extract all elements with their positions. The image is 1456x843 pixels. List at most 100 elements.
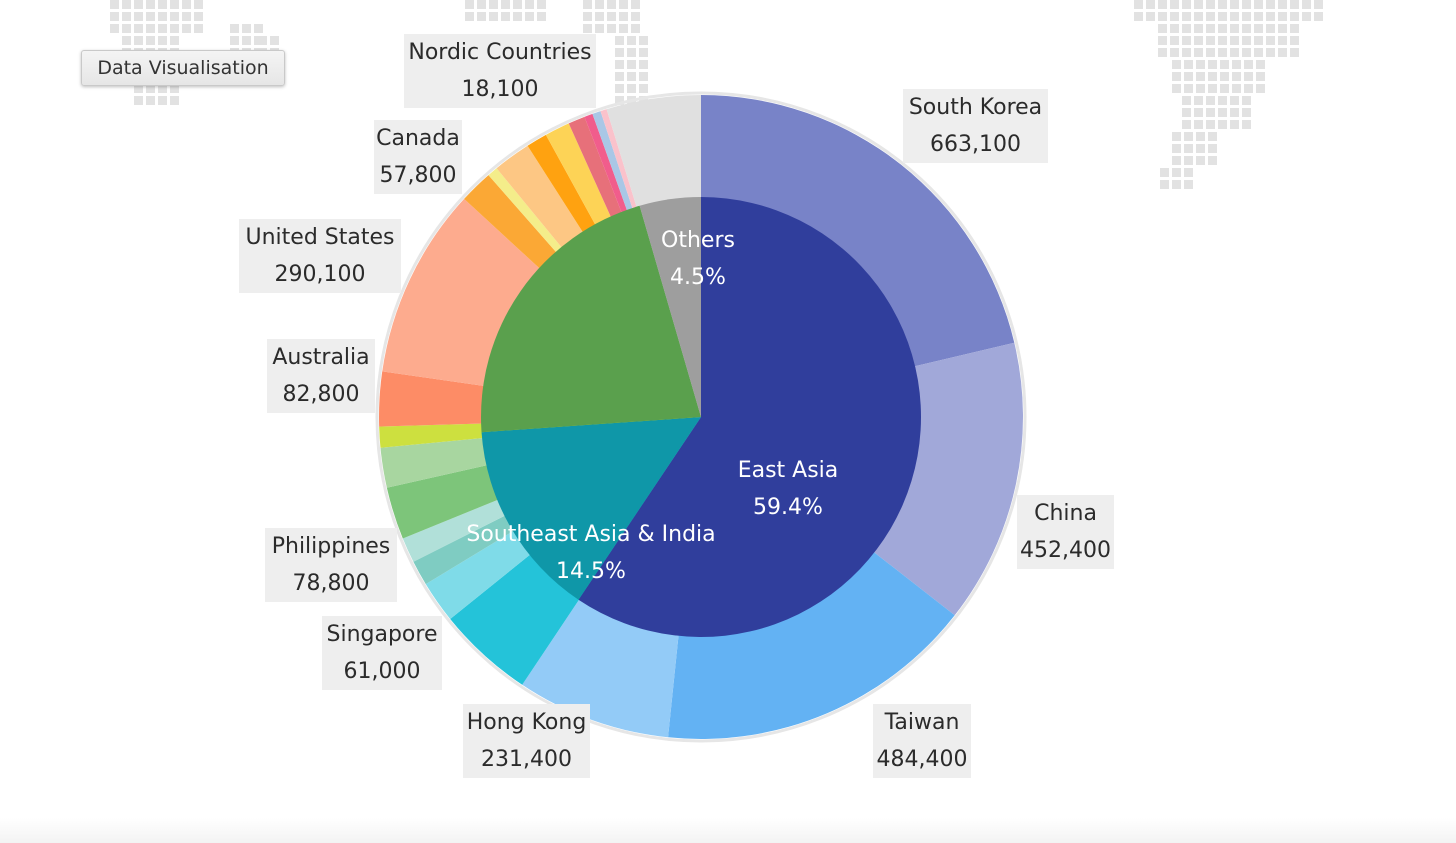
map-dot — [1302, 12, 1311, 21]
map-dot — [1158, 24, 1167, 33]
map-dot — [1254, 0, 1263, 9]
map-dot — [1194, 12, 1203, 21]
map-dot — [146, 12, 155, 21]
map-dot — [1266, 12, 1275, 21]
map-dot — [1290, 24, 1299, 33]
map-dot — [1194, 120, 1203, 129]
map-dot — [489, 12, 498, 21]
map-dot — [1184, 132, 1193, 141]
map-dot — [182, 24, 191, 33]
map-dot — [1254, 48, 1263, 57]
map-dot — [615, 36, 624, 45]
map-dot — [1218, 12, 1227, 21]
label-australia-name: Australia — [272, 345, 370, 370]
map-dot — [194, 24, 203, 33]
label-philippines-name: Philippines — [271, 534, 391, 559]
map-dot — [1230, 96, 1239, 105]
map-dot — [465, 0, 474, 9]
label-australia: Australia 82,800 — [267, 339, 375, 413]
map-dot — [242, 36, 251, 45]
map-dot — [1278, 24, 1287, 33]
label-australia-value: 82,800 — [282, 382, 360, 407]
map-dot — [513, 12, 522, 21]
label-southeast-asia-india: Southeast Asia & India 14.5% — [460, 516, 722, 590]
map-dot — [110, 24, 119, 33]
map-dot — [1290, 36, 1299, 45]
map-dot — [1194, 108, 1203, 117]
map-dot — [1218, 120, 1227, 129]
map-dot — [1230, 108, 1239, 117]
map-dot — [1184, 180, 1193, 189]
map-dot — [1158, 36, 1167, 45]
map-dot — [1172, 60, 1181, 69]
map-dot — [1196, 84, 1205, 93]
map-dot — [1256, 84, 1265, 93]
map-dot — [1170, 0, 1179, 9]
map-dot — [230, 24, 239, 33]
map-dot — [110, 12, 119, 21]
map-dot — [1184, 156, 1193, 165]
inner-slice-southeast-asia-india[interactable] — [481, 417, 701, 600]
map-dot — [1172, 180, 1181, 189]
map-dot — [1184, 84, 1193, 93]
map-dot — [1206, 12, 1215, 21]
map-dot — [1172, 84, 1181, 93]
label-hong-kong-value: 231,400 — [481, 747, 572, 772]
inner-slice-others[interactable] — [639, 197, 701, 417]
map-dot — [615, 48, 624, 57]
map-dot — [1208, 72, 1217, 81]
map-dot — [1206, 108, 1215, 117]
map-dot — [465, 12, 474, 21]
map-dot — [1220, 84, 1229, 93]
map-dot — [1290, 12, 1299, 21]
map-dot — [489, 0, 498, 9]
label-east-asia-name: East Asia — [737, 458, 839, 483]
map-dot — [513, 0, 522, 9]
map-dot — [1220, 72, 1229, 81]
map-dot — [1206, 96, 1215, 105]
map-dot — [1266, 0, 1275, 9]
map-dot — [1172, 156, 1181, 165]
map-dot — [627, 36, 636, 45]
map-dot — [1218, 0, 1227, 9]
inner-ring — [481, 197, 922, 638]
map-dot — [1266, 48, 1275, 57]
map-dot — [1230, 48, 1239, 57]
bottom-strip — [0, 818, 1456, 843]
map-dot — [607, 12, 616, 21]
map-dot — [615, 60, 624, 69]
map-dot — [146, 96, 155, 105]
map-dot — [1230, 0, 1239, 9]
label-canada: Canada 57,800 — [374, 120, 462, 194]
map-dot — [1170, 12, 1179, 21]
label-canada-value: 57,800 — [379, 163, 457, 188]
map-dot — [270, 36, 279, 45]
data-visualisation-button[interactable]: Data Visualisation — [81, 50, 285, 86]
label-china: China 452,400 — [1017, 495, 1114, 569]
label-philippines-value: 78,800 — [292, 571, 370, 596]
map-dot — [182, 0, 191, 9]
label-philippines: Philippines 78,800 — [265, 528, 397, 602]
map-dot — [110, 0, 119, 9]
map-dot — [1206, 36, 1215, 45]
map-dot — [1158, 0, 1167, 9]
map-dot — [627, 48, 636, 57]
map-dot — [639, 48, 648, 57]
label-canada-name: Canada — [376, 126, 460, 151]
map-dot — [1230, 120, 1239, 129]
map-dot — [1196, 144, 1205, 153]
map-dot — [583, 24, 592, 33]
map-dot — [1208, 84, 1217, 93]
map-dot — [182, 12, 191, 21]
map-dot — [631, 0, 640, 9]
label-singapore: Singapore 61,000 — [322, 616, 442, 690]
inner-slice-unlabeled-2[interactable] — [481, 205, 701, 433]
map-dot — [1254, 24, 1263, 33]
inner-slice-east-asia[interactable] — [578, 197, 922, 638]
label-united-states: United States 290,100 — [239, 219, 401, 293]
map-dot — [607, 0, 616, 9]
map-dot — [1194, 0, 1203, 9]
map-dot — [1206, 24, 1215, 33]
map-dot — [477, 0, 486, 9]
label-nordic-countries-name: Nordic Countries — [408, 40, 592, 65]
